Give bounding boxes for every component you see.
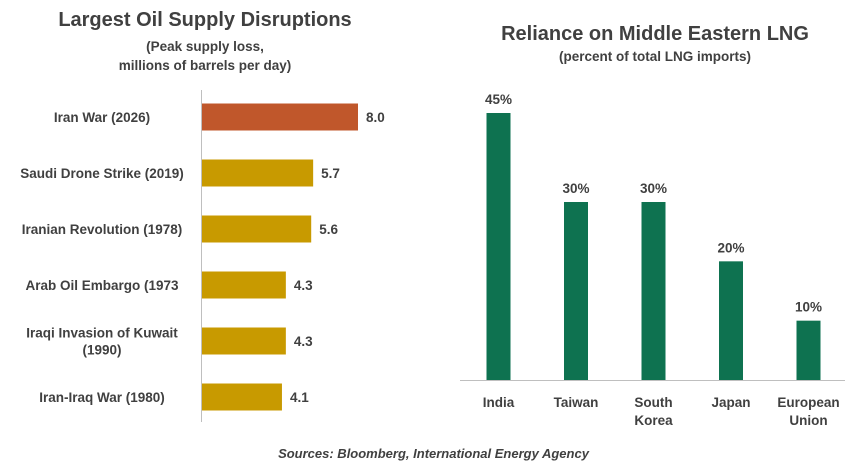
oil-subtitle-line-1: (Peak supply loss, xyxy=(146,39,264,54)
oil-category-label: Iraqi Invasion of Kuwait xyxy=(26,326,178,341)
oil-bar-value-label: 8.0 xyxy=(366,110,385,125)
lng-category-label: Korea xyxy=(634,413,673,428)
oil-chart-subtitle: (Peak supply loss, millions of barrels p… xyxy=(20,37,390,75)
oil-category-label: Arab Oil Embargo (1973 xyxy=(25,278,179,293)
lng-chart-subtitle: (percent of total LNG imports) xyxy=(559,49,751,64)
oil-bar xyxy=(202,159,314,187)
lng-category-label: India xyxy=(483,395,515,410)
oil-bar-value-label: 5.7 xyxy=(321,166,340,181)
oil-category-label: Iranian Revolution (1978) xyxy=(22,222,183,237)
source-note: Sources: Bloomberg, International Energy… xyxy=(278,446,589,461)
oil-category-label: Iran-Iraq War (1980) xyxy=(39,390,165,405)
oil-bar xyxy=(202,103,358,131)
oil-bar-value-label: 4.3 xyxy=(294,334,313,349)
oil-bar xyxy=(202,215,312,243)
oil-category-label: (1990) xyxy=(82,343,121,358)
oil-chart-title: Largest Oil Supply Disruptions xyxy=(58,9,352,31)
lng-bar-value-label: 45% xyxy=(485,92,512,107)
lng-bar-value-label: 20% xyxy=(717,240,744,255)
lng-reliance-bar-chart: 45% India 30% Taiwan 30% South Korea 20% Japan 10… xyxy=(460,92,845,428)
oil-bar xyxy=(202,383,282,411)
lng-bar xyxy=(796,320,821,380)
lng-bar xyxy=(486,113,511,380)
oil-category-label: Iran War (2026) xyxy=(54,110,150,125)
lng-category-label: Taiwan xyxy=(554,395,599,410)
lng-category-label: South xyxy=(634,395,672,410)
lng-bar xyxy=(641,202,666,380)
lng-bar xyxy=(564,202,588,380)
lng-category-label: Japan xyxy=(711,395,750,410)
oil-disruptions-bar-chart: 8.0 Iran War (2026) 5.7 Saudi Drone Strike … xyxy=(20,90,385,422)
lng-bar-value-label: 30% xyxy=(640,181,667,196)
oil-category-label: Saudi Drone Strike (2019) xyxy=(20,166,184,181)
oil-bar-value-label: 4.1 xyxy=(290,390,309,405)
lng-bar-value-label: 10% xyxy=(795,300,822,315)
lng-bar xyxy=(719,261,743,380)
oil-bar xyxy=(202,271,286,299)
oil-subtitle-line-2: millions of barrels per day) xyxy=(118,58,292,73)
oil-bar xyxy=(202,327,286,355)
oil-bar-value-label: 4.3 xyxy=(294,278,313,293)
lng-category-label: European xyxy=(777,395,839,410)
lng-chart-title: Reliance on Middle Eastern LNG xyxy=(501,23,809,45)
lng-bar-value-label: 30% xyxy=(562,181,589,196)
lng-category-label: Union xyxy=(789,413,827,428)
oil-bar-value-label: 5.6 xyxy=(319,222,338,237)
